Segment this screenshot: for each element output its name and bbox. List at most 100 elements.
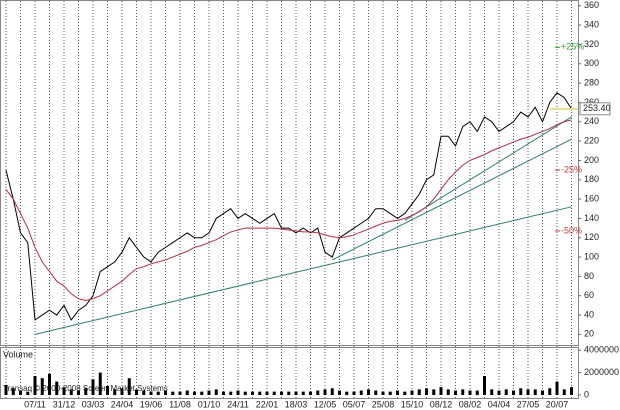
volume-bar: [294, 391, 298, 395]
volume-bar: [164, 390, 167, 395]
volume-bar: [11, 388, 15, 395]
volume-bar: [149, 391, 153, 395]
x-tick-label: 07/11: [24, 399, 46, 409]
y-tick-label: 200: [584, 155, 599, 165]
x-tick-label: 20/07: [546, 399, 569, 409]
volume-bar: [388, 391, 392, 395]
volume-bar: [265, 391, 269, 395]
volume-bar: [156, 391, 160, 395]
volume-bar: [526, 389, 530, 395]
volume-bar: [468, 390, 472, 395]
volume-bar: [533, 389, 537, 395]
volume-bar: [352, 391, 356, 395]
y-tick-label: 40: [584, 309, 594, 319]
volume-bar: [19, 390, 22, 395]
volume-bar: [490, 389, 494, 395]
x-tick-label: 24/04: [111, 399, 134, 409]
volume-bar: [178, 391, 182, 395]
volume-bar: [446, 389, 450, 395]
x-tick-label: 04/04: [488, 399, 511, 409]
y-tick-label: 260: [584, 97, 599, 107]
volume-bar: [519, 388, 523, 395]
x-tick-label: 08/02: [459, 399, 482, 409]
volume-bar: [120, 388, 124, 395]
y-tick-label: 4000000: [584, 345, 619, 355]
volume-bar: [222, 391, 225, 395]
volume-bar: [243, 391, 247, 395]
y-tick-label: 360: [584, 0, 599, 10]
x-tick-label: 25/08: [372, 399, 395, 409]
x-tick-label: 27/05: [517, 399, 540, 409]
x-tick-label: 31/12: [53, 399, 76, 409]
volume-label: Volume: [3, 349, 33, 359]
volume-bar: [135, 389, 138, 395]
y-tick-label: 240: [584, 116, 599, 126]
trend-line: [332, 138, 572, 261]
y-tick-label: 280: [584, 77, 599, 87]
volume-bar: [301, 391, 305, 395]
volume-bar: [55, 381, 59, 395]
volume-bar: [396, 390, 399, 395]
volume-bar: [548, 388, 552, 395]
annotation: -50%: [561, 225, 582, 235]
y-tick-label: 100: [584, 251, 599, 261]
x-tick-label: 03/03: [82, 399, 105, 409]
x-tick-label: 22/01: [256, 399, 279, 409]
x-tick-label: 05/07: [343, 399, 366, 409]
y-tick-label: 120: [584, 232, 599, 242]
x-tick-label: 24/11: [227, 399, 249, 409]
volume-bar: [171, 391, 175, 395]
x-tick-label: 12/05: [314, 399, 337, 409]
volume-bar: [381, 391, 385, 395]
volume-bar: [200, 391, 204, 395]
volume-bar: [461, 389, 465, 395]
volume-bar: [345, 391, 349, 395]
volume-bar: [403, 391, 407, 395]
y-tick-label: 0: [584, 389, 589, 399]
volume-bar: [432, 389, 436, 395]
annotation: -25%: [561, 164, 582, 174]
volume-bar: [91, 379, 95, 395]
volume-bar: [106, 386, 109, 395]
volume-bar: [562, 389, 566, 395]
volume-bar: [77, 390, 80, 395]
volume-bar: [555, 381, 559, 395]
volume-bar: [425, 388, 428, 395]
volume-bar: [410, 390, 414, 395]
volume-bar: [84, 388, 88, 395]
volume-bar: [214, 389, 218, 395]
y-tick-label: 340: [584, 20, 599, 30]
y-tick-label: 140: [584, 213, 599, 223]
x-tick-label: 01/10: [198, 399, 221, 409]
x-tick-label: 15/10: [401, 399, 424, 409]
volume-bar: [338, 390, 341, 395]
price-line: [5, 92, 572, 321]
volume-bar: [280, 391, 283, 395]
volume-bar: [193, 391, 196, 395]
y-tick-label: 80: [584, 271, 594, 281]
volume-bar: [512, 390, 515, 395]
volume-bar: [541, 390, 544, 395]
x-tick-label: 18/03: [285, 399, 308, 409]
volume-bar: [185, 390, 189, 395]
volume-bar: [323, 389, 327, 395]
y-tick-label: 180: [584, 174, 599, 184]
y-tick-label: 160: [584, 193, 599, 203]
volume-bar: [251, 391, 254, 395]
volume-bar: [417, 389, 421, 395]
volume-bar: [48, 373, 51, 395]
volume-bar: [69, 389, 73, 395]
volume-bar: [475, 390, 479, 395]
volume-bar: [570, 387, 573, 395]
volume-bar: [374, 390, 378, 395]
volume-bar: [504, 389, 508, 395]
annotation: +25%: [561, 42, 584, 52]
trend-line: [34, 206, 572, 335]
volume-bar: [359, 390, 363, 395]
volume-bar: [62, 387, 66, 395]
x-tick-label: 11/08: [169, 399, 191, 409]
volume-bar: [4, 384, 8, 395]
last-price-label: 253.40: [583, 103, 611, 113]
volume-bar: [98, 372, 102, 395]
volume-bar: [483, 375, 486, 395]
